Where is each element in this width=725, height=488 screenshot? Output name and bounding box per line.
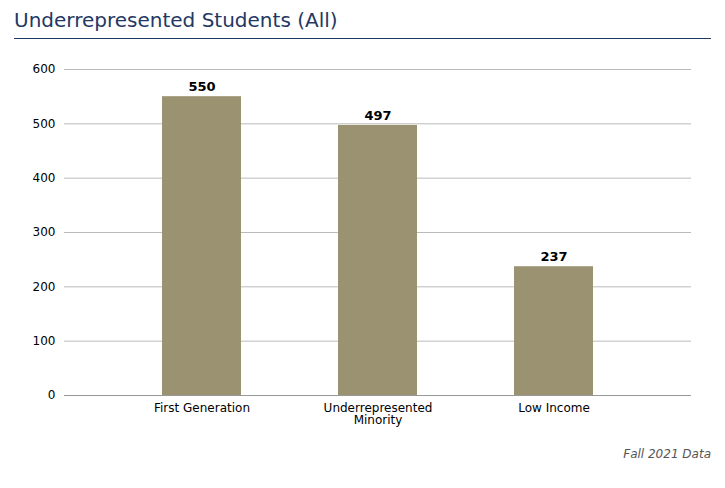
svg-text:UnderrepresentedMinority: UnderrepresentedMinority <box>324 401 433 427</box>
svg-text:200: 200 <box>33 280 56 294</box>
svg-text:0: 0 <box>48 388 56 402</box>
svg-text:237: 237 <box>540 249 567 264</box>
svg-text:400: 400 <box>33 171 56 185</box>
svg-text:500: 500 <box>33 117 56 131</box>
svg-text:100: 100 <box>33 334 56 348</box>
html-text:Fall 2021 Data: Fall 2021 Data <box>623 447 711 461</box>
svg-text:550: 550 <box>188 79 215 94</box>
html-text:Underrepresented Students (All: Underrepresented Students (All) <box>14 8 338 32</box>
svg-text:300: 300 <box>33 225 56 239</box>
svg-text:Low Income: Low Income <box>518 401 590 415</box>
svg-text:First Generation: First Generation <box>154 401 250 415</box>
svg-text:600: 600 <box>33 62 56 76</box>
svg-text:497: 497 <box>364 108 391 123</box>
